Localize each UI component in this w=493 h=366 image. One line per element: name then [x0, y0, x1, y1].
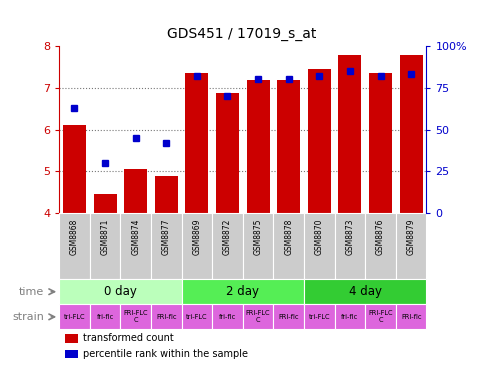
- FancyBboxPatch shape: [90, 213, 120, 279]
- FancyBboxPatch shape: [59, 279, 181, 304]
- Text: FRI-flc: FRI-flc: [401, 314, 422, 320]
- FancyBboxPatch shape: [335, 304, 365, 329]
- Bar: [65, 335, 77, 343]
- Text: GSM8873: GSM8873: [346, 219, 354, 255]
- FancyBboxPatch shape: [181, 279, 304, 304]
- Text: GSM8877: GSM8877: [162, 219, 171, 255]
- Text: GSM8869: GSM8869: [192, 219, 202, 255]
- FancyBboxPatch shape: [274, 304, 304, 329]
- FancyBboxPatch shape: [212, 213, 243, 279]
- FancyBboxPatch shape: [365, 213, 396, 279]
- Text: GSM8878: GSM8878: [284, 219, 293, 255]
- Text: GSM8868: GSM8868: [70, 219, 79, 255]
- Text: FRI-flc: FRI-flc: [279, 314, 299, 320]
- Text: 2 day: 2 day: [226, 285, 259, 298]
- Bar: [185, 73, 209, 213]
- FancyBboxPatch shape: [181, 304, 212, 329]
- Bar: [339, 55, 361, 213]
- Text: transformed count: transformed count: [83, 333, 174, 343]
- FancyBboxPatch shape: [243, 304, 274, 329]
- FancyBboxPatch shape: [243, 213, 274, 279]
- Text: GSM8874: GSM8874: [131, 219, 140, 255]
- Bar: [63, 125, 86, 213]
- FancyBboxPatch shape: [90, 304, 120, 329]
- Text: GSM8871: GSM8871: [101, 219, 109, 255]
- Bar: [94, 194, 116, 213]
- FancyBboxPatch shape: [120, 213, 151, 279]
- Bar: [277, 80, 300, 213]
- FancyBboxPatch shape: [120, 304, 151, 329]
- Text: fri-flc: fri-flc: [219, 314, 236, 320]
- FancyBboxPatch shape: [396, 304, 426, 329]
- Bar: [124, 169, 147, 213]
- FancyBboxPatch shape: [304, 304, 335, 329]
- FancyBboxPatch shape: [304, 279, 426, 304]
- Text: tri-FLC: tri-FLC: [186, 314, 208, 320]
- Text: GSM8870: GSM8870: [315, 219, 324, 255]
- FancyBboxPatch shape: [151, 213, 181, 279]
- FancyBboxPatch shape: [396, 213, 426, 279]
- Text: fri-flc: fri-flc: [97, 314, 114, 320]
- FancyBboxPatch shape: [335, 213, 365, 279]
- FancyBboxPatch shape: [181, 213, 212, 279]
- Bar: [65, 350, 77, 358]
- Text: fri-flc: fri-flc: [341, 314, 358, 320]
- FancyBboxPatch shape: [212, 304, 243, 329]
- FancyBboxPatch shape: [151, 304, 181, 329]
- Text: FRI-FLC
C: FRI-FLC C: [246, 310, 271, 323]
- FancyBboxPatch shape: [59, 304, 90, 329]
- Text: time: time: [19, 287, 44, 297]
- Text: percentile rank within the sample: percentile rank within the sample: [83, 349, 248, 359]
- Text: strain: strain: [12, 312, 44, 322]
- Text: GSM8879: GSM8879: [407, 219, 416, 255]
- Text: GDS451 / 17019_s_at: GDS451 / 17019_s_at: [167, 27, 316, 41]
- Text: FRI-FLC
C: FRI-FLC C: [368, 310, 393, 323]
- Bar: [246, 80, 270, 213]
- Text: GSM8875: GSM8875: [253, 219, 263, 255]
- Text: FRI-flc: FRI-flc: [156, 314, 176, 320]
- Text: FRI-FLC
C: FRI-FLC C: [123, 310, 148, 323]
- Text: GSM8872: GSM8872: [223, 219, 232, 255]
- FancyBboxPatch shape: [365, 304, 396, 329]
- Text: GSM8876: GSM8876: [376, 219, 385, 255]
- Bar: [216, 93, 239, 213]
- Text: 0 day: 0 day: [104, 285, 137, 298]
- FancyBboxPatch shape: [304, 213, 335, 279]
- Bar: [155, 176, 178, 213]
- Text: 4 day: 4 day: [349, 285, 382, 298]
- Text: tri-FLC: tri-FLC: [64, 314, 85, 320]
- Bar: [308, 69, 331, 213]
- Bar: [400, 55, 423, 213]
- Bar: [369, 73, 392, 213]
- FancyBboxPatch shape: [274, 213, 304, 279]
- FancyBboxPatch shape: [59, 213, 90, 279]
- Text: tri-FLC: tri-FLC: [309, 314, 330, 320]
